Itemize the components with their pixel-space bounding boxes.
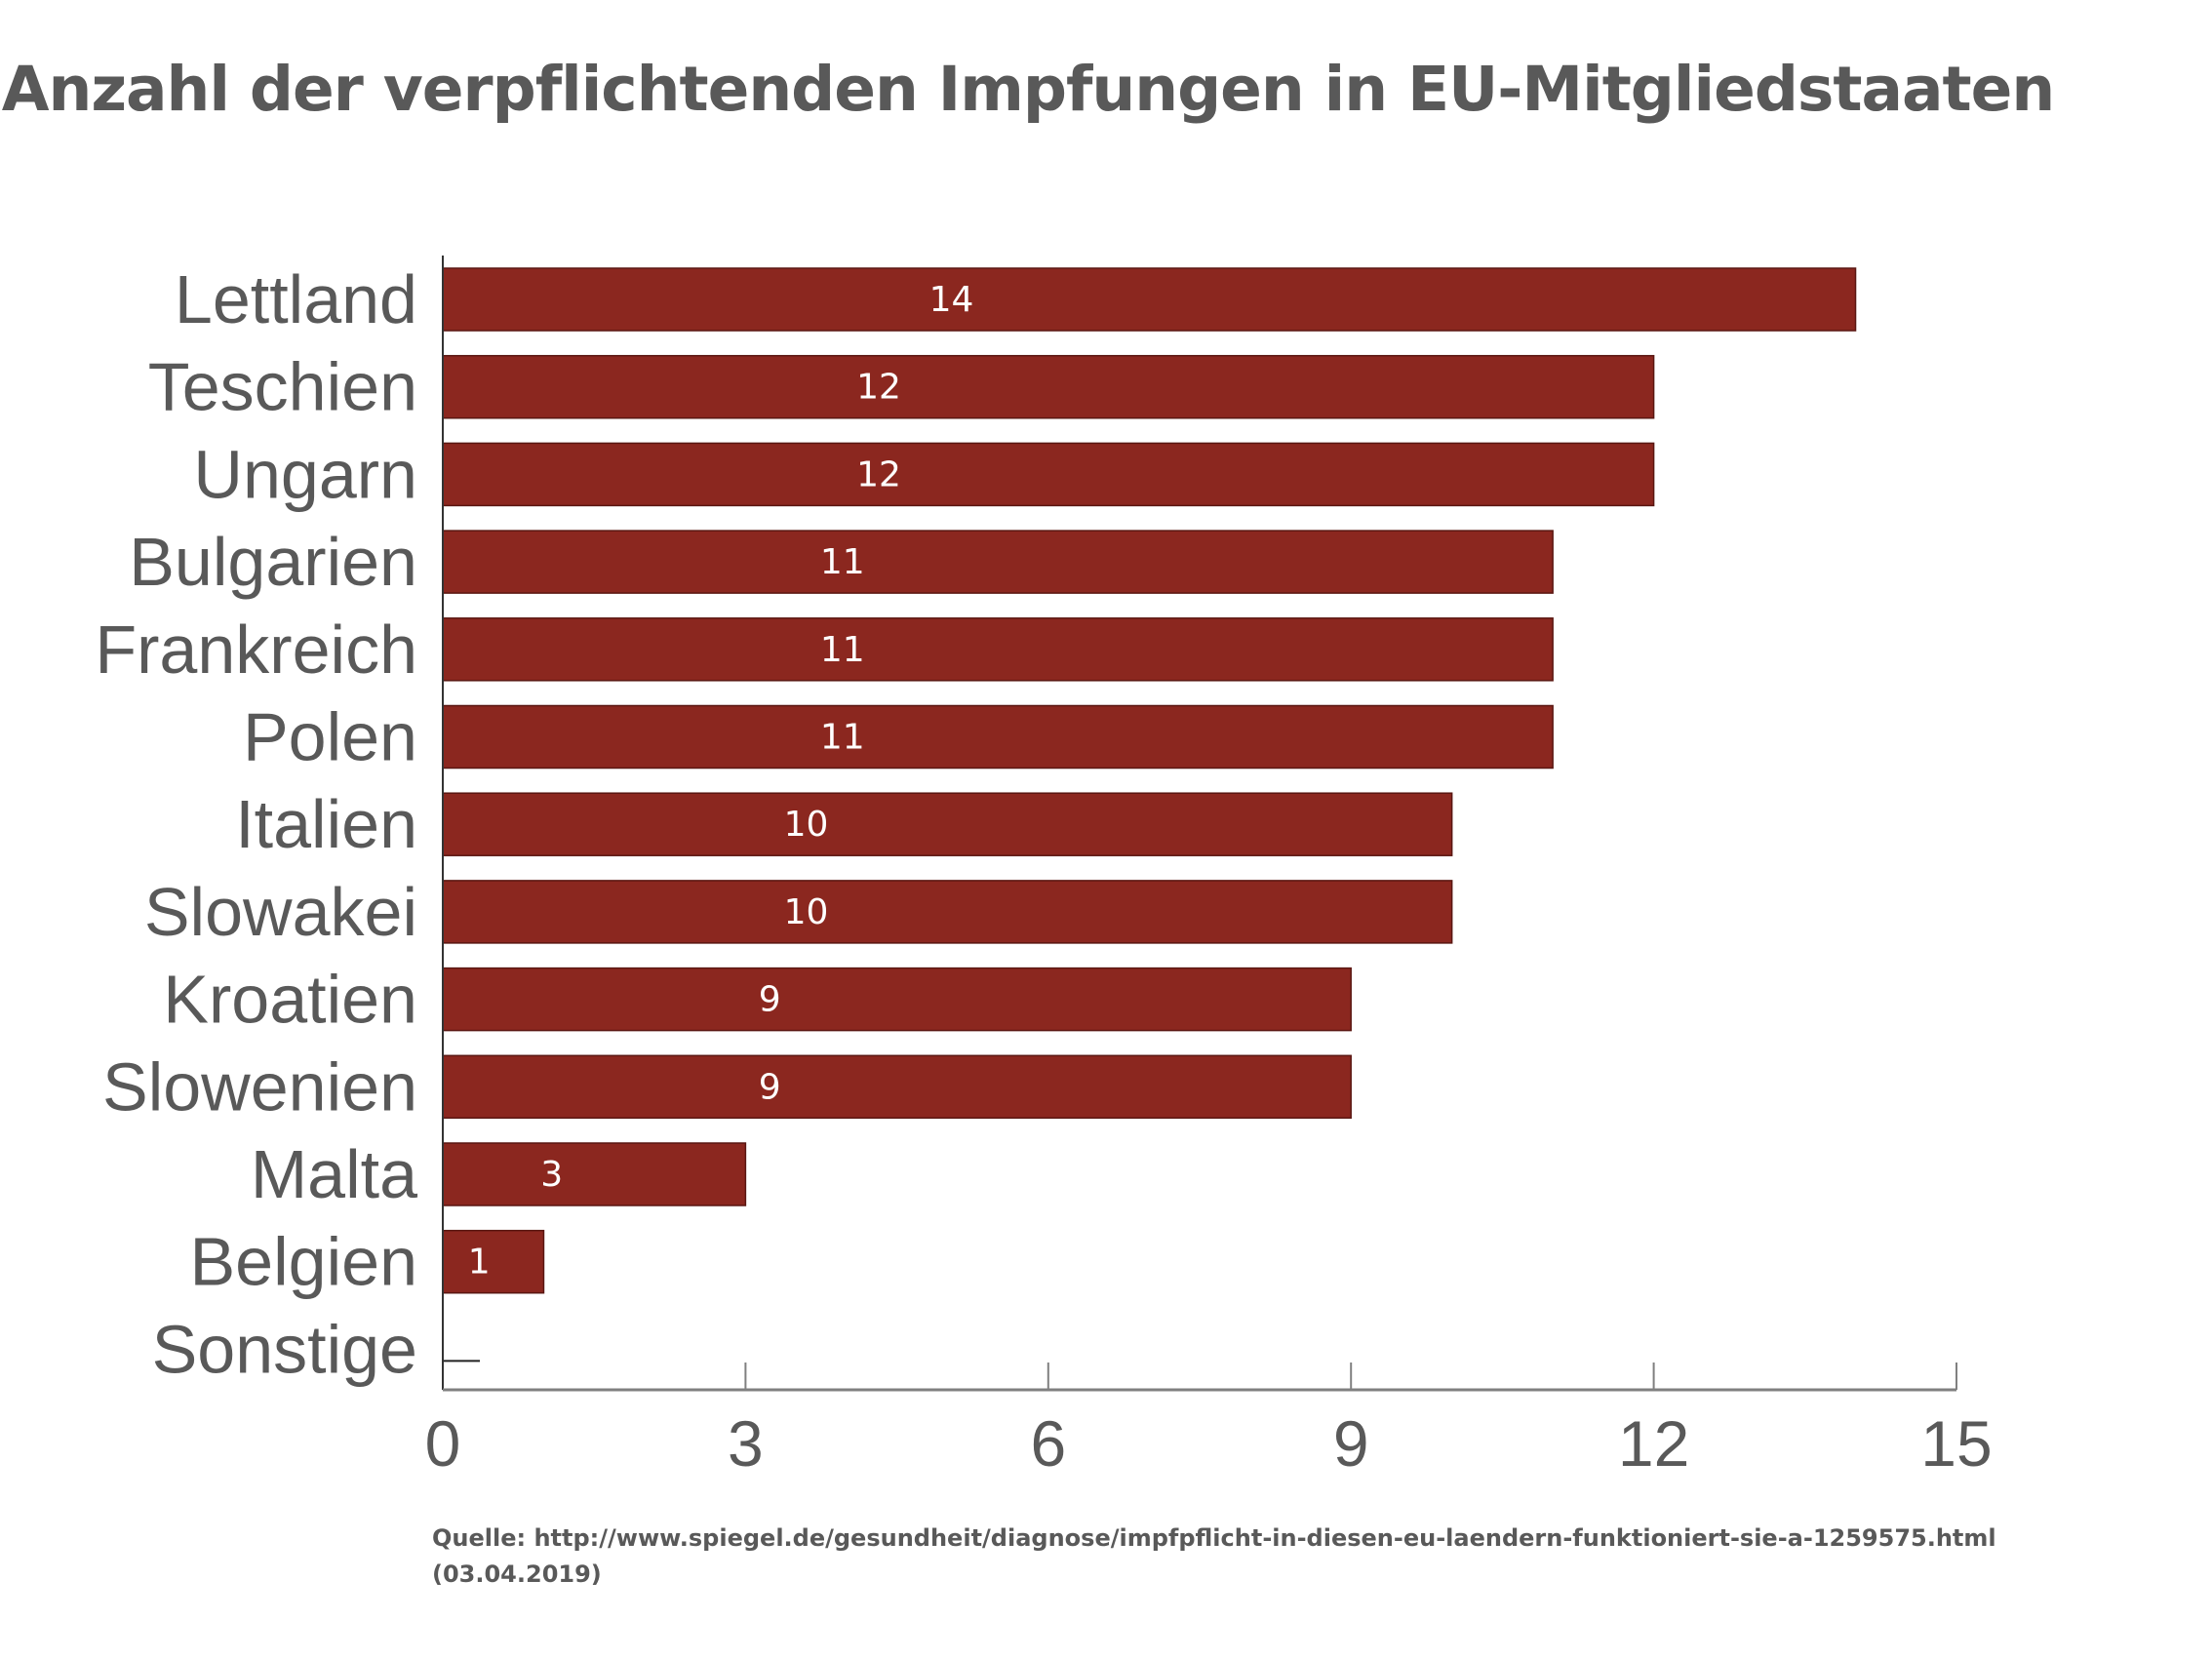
x-tick-label: 0 xyxy=(425,1407,461,1480)
category-label: Lettland xyxy=(175,261,417,337)
x-tick-label: 12 xyxy=(1618,1407,1689,1480)
x-tick-label: 6 xyxy=(1030,1407,1066,1480)
category-label: Teschien xyxy=(148,349,417,425)
category-label: Bulgarien xyxy=(129,524,417,600)
bar xyxy=(442,880,1453,944)
data-label: 11 xyxy=(820,630,865,670)
data-label: 11 xyxy=(820,542,865,582)
category-label: Kroatien xyxy=(163,962,417,1038)
source-date: (03.04.2019) xyxy=(432,1560,602,1588)
bar xyxy=(442,267,1857,332)
data-label: 10 xyxy=(784,805,829,845)
data-label: 10 xyxy=(784,892,829,932)
category-label: Italien xyxy=(235,786,417,862)
category-label: Belgien xyxy=(189,1224,417,1300)
category-label: Slowakei xyxy=(144,874,417,950)
data-label: 11 xyxy=(820,718,865,758)
bar xyxy=(442,530,1554,594)
x-tick-label: 9 xyxy=(1333,1407,1369,1480)
category-label: Malta xyxy=(251,1136,417,1212)
x-tick-label: 15 xyxy=(1920,1407,1992,1480)
bar xyxy=(442,354,1655,419)
data-label: 12 xyxy=(856,368,901,408)
category-label: Sonstige xyxy=(152,1311,417,1387)
bar xyxy=(442,442,1655,507)
category-label: Slowenien xyxy=(102,1048,417,1125)
data-label: 14 xyxy=(929,280,974,320)
bar xyxy=(442,617,1554,682)
data-label: 9 xyxy=(759,980,781,1020)
bar xyxy=(442,1054,1352,1120)
data-label: 3 xyxy=(540,1155,563,1195)
bar xyxy=(442,792,1453,856)
data-label: 9 xyxy=(759,1067,781,1107)
category-label: Polen xyxy=(243,699,417,775)
data-label: 1 xyxy=(468,1243,491,1283)
bar xyxy=(442,1229,545,1294)
data-label: 12 xyxy=(856,454,901,494)
x-tick-label: 3 xyxy=(728,1407,764,1480)
bar xyxy=(442,1142,747,1206)
category-label: Ungarn xyxy=(193,436,417,512)
category-label: Frankreich xyxy=(95,612,417,688)
bar xyxy=(442,967,1352,1032)
chart-title: Anzahl der verpflichtenden Impfungen in … xyxy=(1,54,2056,125)
bar xyxy=(442,704,1554,770)
source-text: Quelle: http://www.spiegel.de/gesundheit… xyxy=(432,1524,1996,1552)
